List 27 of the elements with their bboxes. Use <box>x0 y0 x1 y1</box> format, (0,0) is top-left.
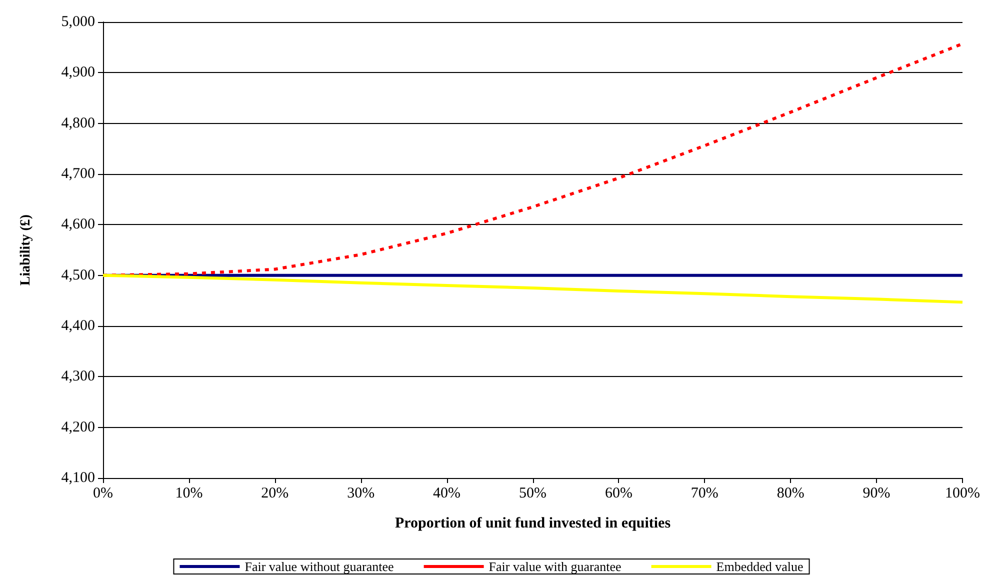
x-tick-label: 20% <box>261 486 289 502</box>
y-tick-label: 4,800 <box>61 115 95 132</box>
legend-label: Fair value without guarantee <box>244 559 394 574</box>
x-tick-label: 60% <box>604 486 632 502</box>
line-series <box>102 274 964 304</box>
y-tick-label: 4,700 <box>61 166 95 182</box>
y-tick-label: 4,600 <box>61 216 95 233</box>
legend-label: Fair value with guarantee <box>488 559 622 574</box>
y-tick-label: 4,200 <box>61 419 95 436</box>
y-tick-label: 4,400 <box>61 318 95 334</box>
y-tick-label: 4,500 <box>61 267 95 284</box>
x-tick-label: 90% <box>862 486 890 502</box>
x-tick-label: 40% <box>433 486 461 502</box>
x-tick-label: 100% <box>945 486 980 502</box>
x-tick-label: 70% <box>690 486 718 502</box>
x-tick-label: 10% <box>175 486 203 502</box>
y-tick-label: 4,300 <box>61 368 95 385</box>
y-tick-label: 4,100 <box>61 470 95 486</box>
x-tick-label: 30% <box>347 486 375 502</box>
x-tick-label: 0% <box>93 486 113 502</box>
x-tick-label: 80% <box>776 486 804 502</box>
x-tick-label: 50% <box>519 486 546 502</box>
y-tick-label: 4,900 <box>61 64 95 81</box>
y-tick-label: 5,000 <box>61 14 95 30</box>
x-axis-title: Proportion of unit fund invested in equities <box>394 516 671 532</box>
y-axis-title: Liability (£) <box>18 214 34 286</box>
legend-label: Embedded value <box>716 559 804 574</box>
